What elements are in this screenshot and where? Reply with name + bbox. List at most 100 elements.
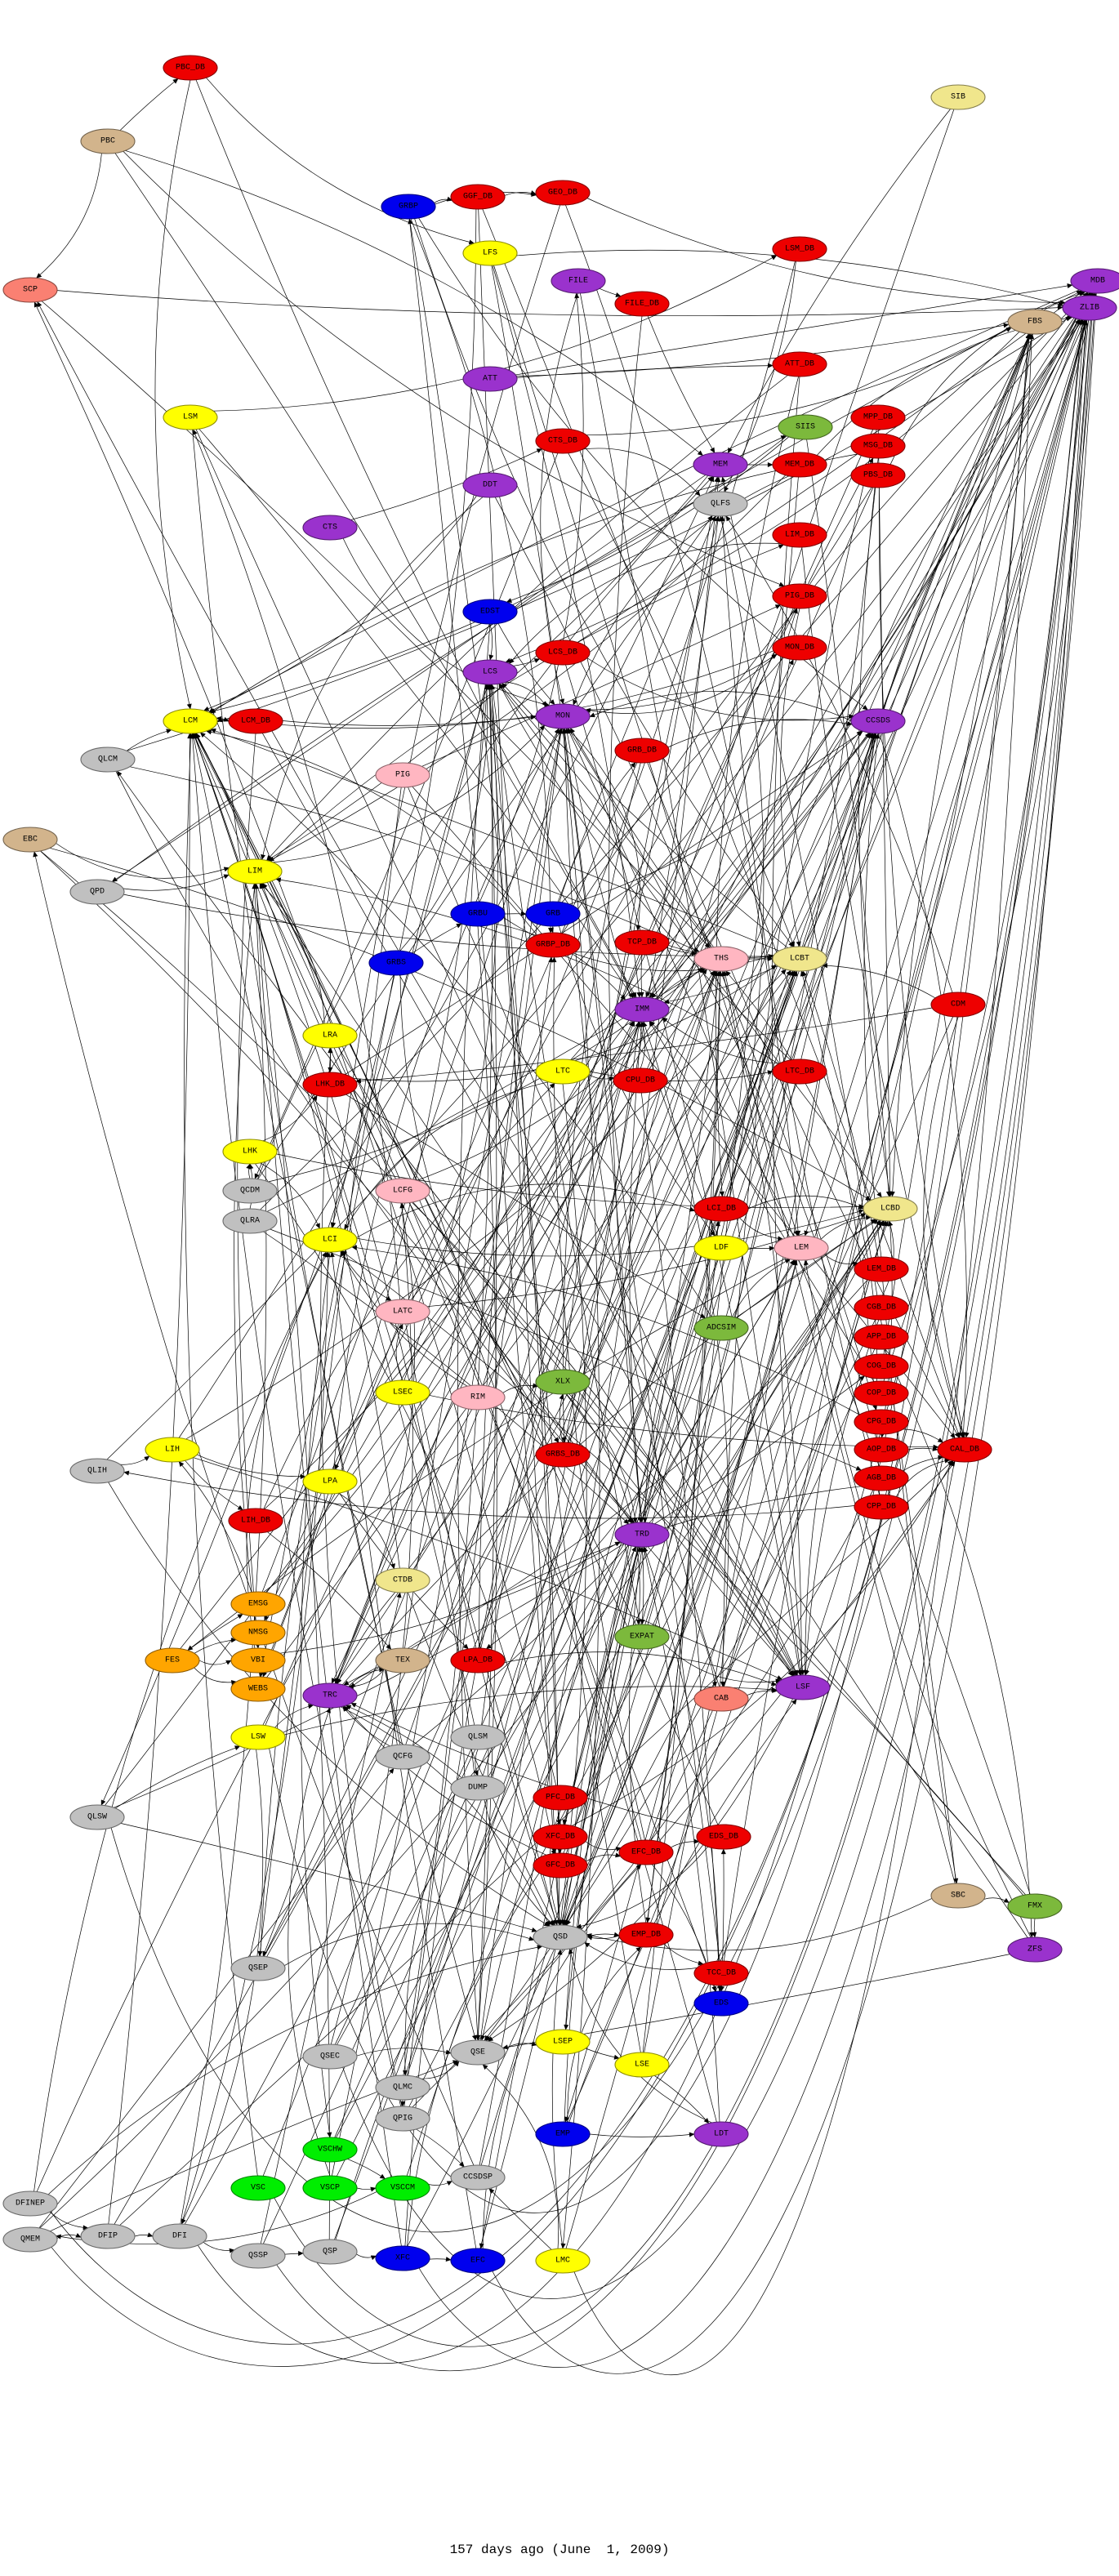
svg-text:VSCHW: VSCHW [318, 2146, 342, 2155]
svg-text:CDM: CDM [951, 1001, 965, 1009]
svg-text:PFC_DB: PFC_DB [546, 1794, 575, 1803]
svg-text:157 days ago (June 1, 2009): 157 days ago (June 1, 2009) [450, 2543, 670, 2557]
svg-text:GRBP_DB: GRBP_DB [536, 941, 570, 950]
svg-text:IMM: IMM [635, 1005, 649, 1014]
svg-text:CGB_DB: CGB_DB [867, 1304, 896, 1313]
svg-text:QSE: QSE [470, 2048, 485, 2057]
svg-text:SBC: SBC [951, 1892, 965, 1901]
svg-text:EBC: EBC [23, 836, 38, 845]
svg-text:PIG_DB: PIG_DB [785, 592, 814, 601]
svg-text:LPA_DB: LPA_DB [463, 1656, 493, 1665]
svg-text:QSEC: QSEC [320, 2052, 340, 2061]
svg-text:PBS_DB: PBS_DB [863, 471, 893, 480]
svg-text:QLCM: QLCM [98, 755, 118, 764]
svg-text:LEM_DB: LEM_DB [867, 1265, 896, 1274]
svg-text:QLSM: QLSM [468, 1733, 488, 1742]
svg-text:LSF: LSF [796, 1683, 810, 1692]
svg-text:MPP_DB: MPP_DB [863, 413, 893, 422]
svg-text:RIM: RIM [470, 1393, 485, 1402]
svg-text:PBC_DB: PBC_DB [176, 64, 205, 73]
svg-text:SIB: SIB [951, 93, 965, 102]
svg-text:EDS_DB: EDS_DB [709, 1833, 738, 1842]
svg-text:WEBS: WEBS [248, 1685, 268, 1694]
svg-text:DFIP: DFIP [98, 2232, 118, 2241]
svg-text:FILE_DB: FILE_DB [625, 300, 659, 309]
svg-text:GRBU: GRBU [468, 910, 488, 919]
svg-text:LIH: LIH [165, 1446, 180, 1455]
svg-text:QLSW: QLSW [87, 1813, 107, 1822]
svg-text:TRC: TRC [323, 1691, 337, 1700]
svg-text:LIH_DB: LIH_DB [241, 1517, 270, 1526]
svg-text:QLFS: QLFS [711, 500, 730, 509]
svg-text:EDS: EDS [714, 1999, 729, 2008]
svg-text:CCSDS: CCSDS [866, 717, 890, 726]
svg-text:APP_DB: APP_DB [867, 1333, 896, 1342]
svg-text:EMP: EMP [555, 2130, 570, 2139]
svg-text:QMEM: QMEM [20, 2235, 40, 2244]
svg-text:TCP_DB: TCP_DB [627, 938, 657, 947]
svg-text:LHK: LHK [243, 1148, 257, 1157]
svg-text:LTC_DB: LTC_DB [785, 1067, 814, 1076]
svg-text:EMSG: EMSG [248, 1600, 268, 1609]
svg-text:CPG_DB: CPG_DB [867, 1418, 896, 1427]
svg-text:LCI: LCI [323, 1236, 337, 1245]
svg-text:QLMC: QLMC [393, 2084, 412, 2092]
svg-text:TEX: TEX [395, 1656, 410, 1665]
svg-text:ATT_DB: ATT_DB [785, 360, 814, 369]
svg-text:LCBT: LCBT [790, 955, 809, 964]
svg-text:GRBP: GRBP [399, 203, 418, 212]
svg-text:XLX: XLX [555, 1378, 570, 1387]
svg-text:LATC: LATC [393, 1308, 412, 1317]
svg-text:QCFG: QCFG [393, 1753, 412, 1762]
svg-text:CTDB: CTDB [393, 1576, 412, 1585]
svg-text:LCBD: LCBD [880, 1205, 900, 1214]
svg-text:CTS: CTS [323, 524, 337, 533]
svg-text:DFINEP: DFINEP [16, 2199, 45, 2208]
svg-text:QCDM: QCDM [240, 1187, 260, 1196]
svg-text:TCC_DB: TCC_DB [707, 1969, 736, 1978]
svg-text:VBI: VBI [251, 1656, 265, 1665]
svg-text:QPIG: QPIG [393, 2115, 412, 2124]
svg-text:MDB: MDB [1090, 277, 1105, 286]
svg-text:DDT: DDT [483, 481, 497, 490]
svg-text:LFS: LFS [483, 249, 497, 258]
svg-text:GGF_DB: GGF_DB [463, 193, 493, 202]
svg-text:QSP: QSP [323, 2248, 337, 2257]
svg-text:LMC: LMC [555, 2257, 570, 2266]
svg-text:FBS: FBS [1028, 318, 1042, 327]
svg-text:PBC: PBC [100, 137, 115, 146]
svg-text:LPA: LPA [323, 1477, 337, 1486]
svg-text:FILE: FILE [568, 277, 588, 286]
svg-text:LEM: LEM [794, 1244, 809, 1253]
svg-text:QLRA: QLRA [240, 1217, 260, 1226]
svg-text:GRBS_DB: GRBS_DB [546, 1451, 580, 1460]
svg-text:LHK_DB: LHK_DB [315, 1081, 345, 1090]
svg-text:LDF: LDF [714, 1244, 729, 1253]
svg-text:EFC_DB: EFC_DB [631, 1848, 661, 1857]
svg-text:VSC: VSC [251, 2184, 265, 2193]
svg-text:LIM_DB: LIM_DB [785, 531, 814, 540]
svg-text:QSEP: QSEP [248, 1964, 268, 1973]
svg-text:LCS_DB: LCS_DB [548, 648, 577, 657]
svg-text:CCSDSP: CCSDSP [463, 2173, 493, 2182]
svg-text:EXPAT: EXPAT [630, 1633, 654, 1642]
svg-text:CPP_DB: CPP_DB [867, 1503, 896, 1512]
svg-text:TRD: TRD [635, 1531, 649, 1540]
svg-text:LSW: LSW [251, 1733, 265, 1742]
svg-text:XFC: XFC [395, 2254, 410, 2263]
svg-text:ZLIB: ZLIB [1080, 304, 1099, 313]
svg-text:LCS: LCS [483, 668, 497, 677]
svg-text:EMP_DB: EMP_DB [631, 1931, 661, 1940]
svg-text:QPD: QPD [90, 888, 105, 897]
svg-text:LDT: LDT [714, 2130, 729, 2139]
svg-text:COP_DB: COP_DB [867, 1389, 896, 1398]
svg-text:MEM_DB: MEM_DB [785, 461, 814, 470]
svg-text:LTC: LTC [555, 1067, 570, 1076]
svg-text:LCM: LCM [183, 717, 198, 726]
svg-text:ZFS: ZFS [1028, 1945, 1042, 1954]
svg-text:AOP_DB: AOP_DB [867, 1446, 896, 1455]
svg-text:FES: FES [165, 1656, 180, 1665]
svg-text:GRBS: GRBS [386, 959, 406, 968]
svg-text:MEM: MEM [713, 461, 728, 470]
svg-text:GFC_DB: GFC_DB [546, 1861, 575, 1870]
